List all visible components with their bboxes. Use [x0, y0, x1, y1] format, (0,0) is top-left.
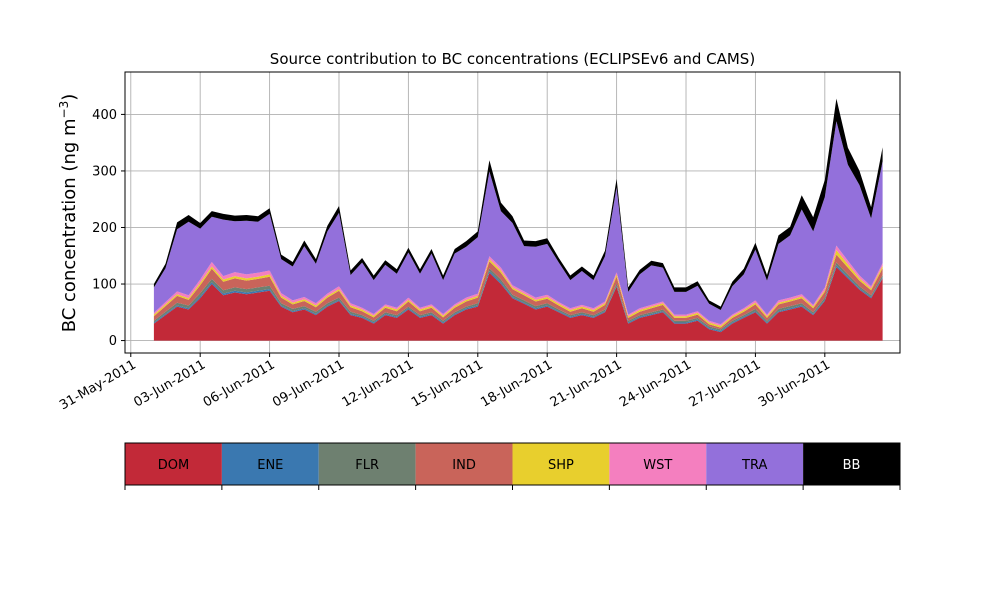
plot-frame — [124, 71, 901, 354]
y-tick-label: 300 — [92, 164, 117, 179]
legend-label-wst: WST — [643, 458, 672, 473]
chart-title: Source contribution to BC concentrations… — [270, 50, 755, 68]
x-tick-label: 24-Jun-2011 — [617, 357, 694, 410]
legend-label-tra: TRA — [741, 458, 767, 473]
legend-swatch-wst — [609, 443, 707, 485]
y-tick-label: 200 — [92, 221, 117, 236]
legend-label-bb: BB — [843, 458, 861, 473]
legend-label-dom: DOM — [158, 458, 189, 473]
x-tick-label: 03-Jun-2011 — [131, 357, 208, 410]
x-tick-label: 30-Jun-2011 — [756, 357, 833, 410]
legend-label-shp: SHP — [548, 458, 574, 473]
y-tick-label: 0 — [109, 334, 117, 349]
x-tick-label: 15-Jun-2011 — [409, 357, 486, 410]
legend-label-ind: IND — [452, 458, 476, 473]
x-tick-label: 09-Jun-2011 — [270, 357, 347, 410]
legend-swatch-tra — [706, 443, 804, 485]
legend-swatch-ind — [415, 443, 513, 485]
y-tick-label: 400 — [92, 108, 117, 123]
legend-swatch-ene — [221, 443, 319, 485]
y-axis-label-main: BC concentration (ng m — [59, 118, 80, 332]
legend-swatch-shp — [512, 443, 610, 485]
area-series-tra — [153, 121, 883, 325]
area-series-dom — [153, 267, 883, 341]
legend: DOM ENE FLR IND SHP WST TRA BB — [124, 442, 901, 490]
x-tick-label: 27-Jun-2011 — [687, 357, 764, 410]
legend-label-flr: FLR — [355, 458, 379, 473]
legend-swatch-dom — [125, 443, 222, 485]
x-tick-label: 21-Jun-2011 — [548, 357, 625, 410]
legend-label-ene: ENE — [257, 458, 283, 473]
x-tick-label: 06-Jun-2011 — [201, 357, 278, 410]
y-axis: 0 100 200 300 400 — [92, 108, 125, 349]
x-tick-label: 31-May-2011 — [57, 357, 139, 413]
y-axis-label-close: ) — [59, 94, 80, 101]
x-axis: 31-May-201103-Jun-201106-Jun-201109-Jun-… — [57, 353, 833, 413]
y-axis-label-sup: −3 — [57, 101, 71, 119]
y-tick-label: 100 — [92, 278, 117, 293]
legend-swatch-bb — [803, 443, 900, 485]
y-axis-label: BC concentration (ng m−3) — [57, 94, 80, 333]
x-tick-label: 12-Jun-2011 — [340, 357, 417, 410]
x-tick-label: 18-Jun-2011 — [478, 357, 555, 410]
plot-area — [124, 71, 901, 354]
legend-swatch-flr — [318, 443, 416, 485]
